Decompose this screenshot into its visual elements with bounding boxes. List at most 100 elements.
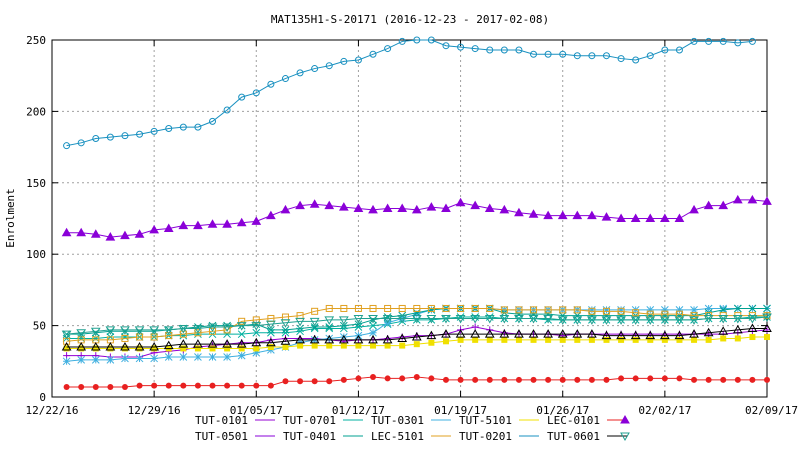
data-point xyxy=(76,227,87,237)
data-point xyxy=(617,306,625,314)
data-point xyxy=(646,311,655,320)
data-point xyxy=(530,50,538,58)
data-point xyxy=(426,314,437,324)
data-point xyxy=(77,356,86,364)
data-point xyxy=(121,345,128,352)
legend: TUT-0101 TUT-0701 TUT-0301 TUT-5101 LEC-0101… xyxy=(195,414,630,443)
data-point xyxy=(222,339,232,348)
data-point xyxy=(384,45,392,53)
data-point xyxy=(500,306,508,314)
data-point xyxy=(325,323,334,331)
data-point xyxy=(720,335,727,342)
x-tick-label: 01/12/17 xyxy=(332,404,385,417)
data-point xyxy=(545,336,552,343)
data-point xyxy=(457,43,465,51)
data-point xyxy=(354,56,362,64)
data-point xyxy=(719,37,727,45)
data-point xyxy=(457,376,464,383)
data-point xyxy=(224,382,231,389)
data-point xyxy=(601,330,612,340)
data-point xyxy=(382,314,393,324)
data-point xyxy=(238,317,246,325)
data-point xyxy=(646,52,654,60)
data-point xyxy=(647,375,654,382)
data-point xyxy=(617,55,625,63)
data-point xyxy=(718,314,729,324)
data-point xyxy=(572,329,583,338)
data-point xyxy=(734,376,741,383)
data-point xyxy=(236,339,247,348)
legend-item: TUT-0101 xyxy=(195,414,275,427)
data-point xyxy=(661,311,669,320)
series-tut-5101 xyxy=(63,334,770,352)
data-point xyxy=(472,336,479,343)
chart-title: MAT135H1-S-20171 (2016-12-23 - 2017-02-0… xyxy=(271,13,549,26)
data-point xyxy=(370,342,377,349)
data-point xyxy=(397,314,408,324)
series-tut-0501 xyxy=(61,194,772,241)
data-point xyxy=(732,324,743,334)
data-point xyxy=(718,200,729,210)
data-point xyxy=(661,336,668,343)
data-point xyxy=(557,329,568,338)
x-tick-label: 01/26/17 xyxy=(536,404,589,417)
data-point xyxy=(309,199,320,208)
data-point xyxy=(178,339,189,348)
data-point xyxy=(397,203,408,213)
data-point xyxy=(340,57,348,65)
data-point xyxy=(61,227,72,237)
data-point xyxy=(705,37,713,45)
data-point xyxy=(309,334,320,344)
grid-layer xyxy=(52,40,767,397)
y-axis-label: Enrolment xyxy=(4,188,17,248)
data-point xyxy=(194,329,202,337)
data-point xyxy=(384,304,392,312)
data-point xyxy=(339,333,348,341)
data-point xyxy=(703,327,714,337)
legend-item: LEC-5101 xyxy=(371,430,451,443)
data-point xyxy=(661,375,668,382)
data-point xyxy=(413,304,421,312)
data-point xyxy=(762,196,772,205)
data-point xyxy=(149,224,160,234)
x-tick-label: 12/29/16 xyxy=(128,404,181,417)
data-point xyxy=(617,311,625,320)
data-point xyxy=(587,210,597,220)
data-point xyxy=(267,326,275,334)
data-point xyxy=(733,304,742,313)
data-point xyxy=(602,306,611,314)
data-point xyxy=(266,337,276,347)
data-point xyxy=(486,376,493,383)
data-point xyxy=(266,320,276,330)
data-point xyxy=(544,306,552,314)
data-point xyxy=(163,340,174,350)
data-point xyxy=(528,314,539,324)
data-point xyxy=(338,202,349,211)
data-point xyxy=(91,356,100,364)
data-point xyxy=(267,328,275,337)
data-point xyxy=(194,123,202,131)
data-point xyxy=(353,314,364,324)
data-point xyxy=(165,125,173,133)
data-point xyxy=(297,378,304,385)
data-point xyxy=(442,42,450,50)
data-point xyxy=(544,310,552,319)
data-point xyxy=(295,317,305,327)
data-point xyxy=(763,326,771,334)
data-point xyxy=(588,376,595,383)
data-point xyxy=(543,210,553,220)
data-point xyxy=(528,209,539,218)
data-point xyxy=(470,329,481,338)
data-point xyxy=(207,323,218,333)
data-point xyxy=(646,306,655,314)
data-point xyxy=(559,376,566,383)
data-point xyxy=(296,69,304,77)
data-point xyxy=(616,330,626,340)
data-point xyxy=(441,203,451,213)
data-point xyxy=(630,213,641,222)
data-point xyxy=(253,345,260,352)
y-tick-label: 0 xyxy=(39,391,46,404)
data-point xyxy=(106,133,114,141)
data-point xyxy=(455,197,466,207)
